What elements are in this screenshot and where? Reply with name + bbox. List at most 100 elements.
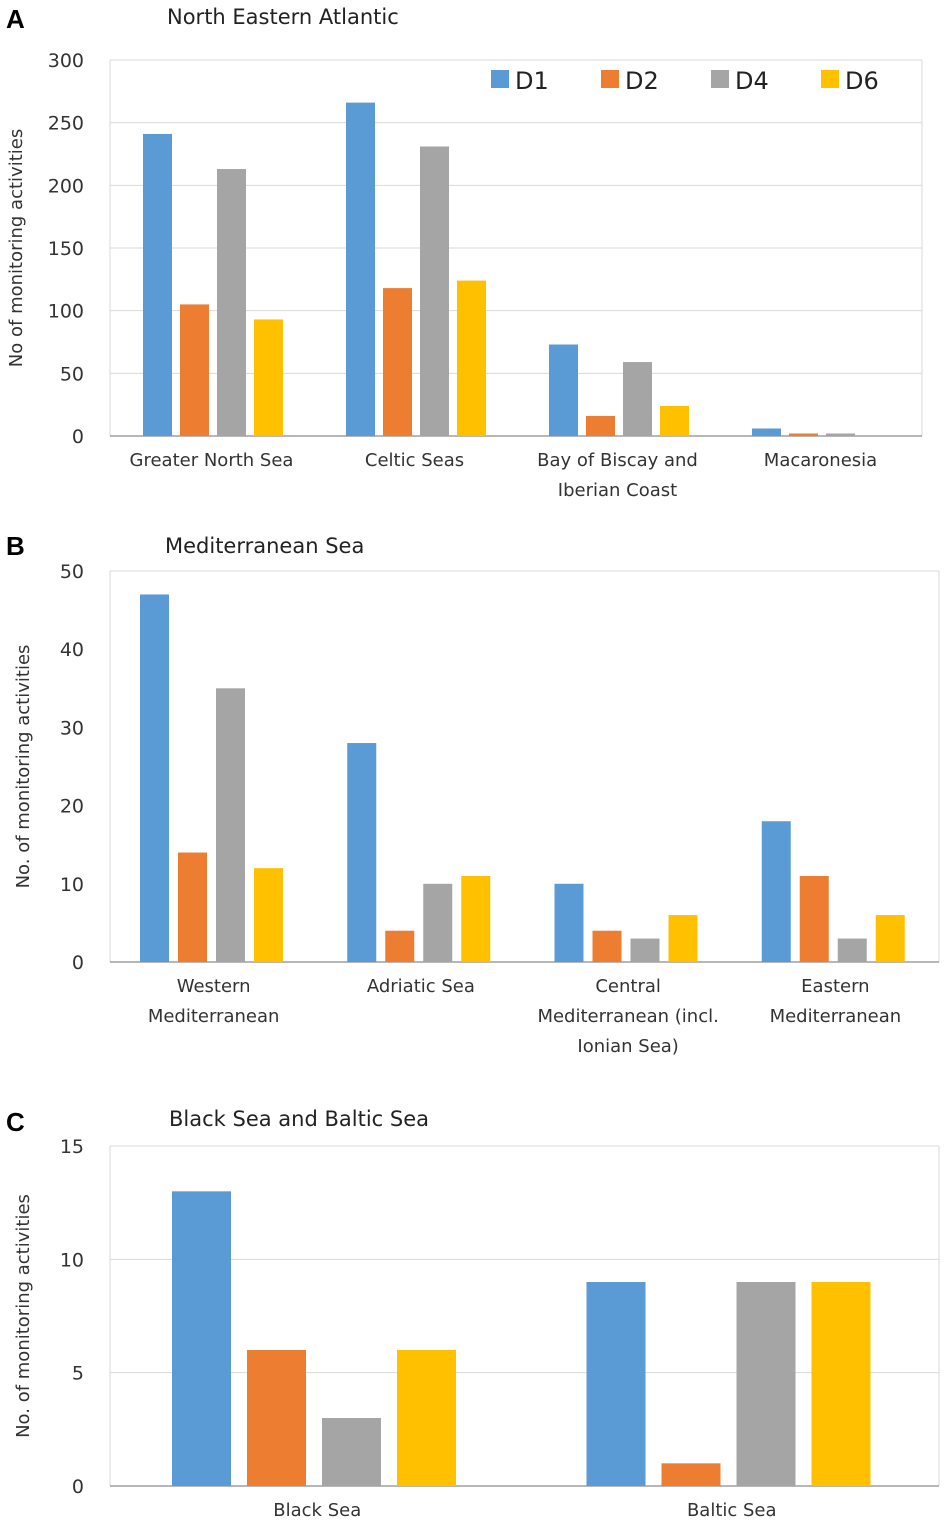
bar-d1 (549, 344, 578, 436)
bar-d4 (420, 146, 449, 437)
category-label: Greater North Sea (130, 450, 294, 471)
bar-d6 (668, 915, 698, 962)
panel-b: B Mediterranean Sea 0 10 20 30 40 50 No. of moni… (6, 531, 940, 1057)
bar-d4 (736, 1282, 796, 1486)
bar-d4 (826, 433, 855, 436)
bar-d6 (254, 319, 283, 436)
category-label-line: Ionian Sea) (577, 1036, 678, 1057)
y-tick-label: 0 (72, 952, 84, 974)
y-tick-label: 15 (60, 1136, 84, 1158)
bar-d6 (875, 915, 905, 962)
y-tick-label: 20 (60, 796, 84, 818)
bar-d4 (623, 362, 652, 436)
bar-d6 (660, 405, 689, 436)
y-tick-label: 50 (60, 363, 84, 385)
y-tick-label: 30 (60, 717, 84, 739)
category-label: Celtic Seas (365, 450, 464, 471)
bar-d2 (592, 930, 622, 962)
bar-d6 (397, 1350, 456, 1486)
panel-c: C Black Sea and Baltic Sea 0 5 10 15 No. of mo… (6, 1107, 940, 1521)
category-label-line: Bay of Biscay and (537, 450, 698, 471)
chart-title: North Eastern Atlantic (167, 5, 399, 29)
category-label: Eastern Mediterranean (770, 976, 902, 1027)
legend-label: D4 (735, 67, 769, 95)
bar-d1 (140, 594, 169, 962)
y-tick-label: 0 (72, 426, 84, 448)
category-label-line: Greater North Sea (130, 450, 294, 471)
panel-letter: C (6, 1107, 25, 1137)
bar-d4 (322, 1418, 381, 1486)
panel-letter: A (6, 4, 25, 34)
legend-label: D2 (625, 67, 659, 95)
y-tick-label: 10 (60, 874, 84, 896)
category-label-line: Celtic Seas (365, 450, 464, 471)
bar-d2 (385, 930, 415, 962)
y-tick-label: 40 (60, 639, 84, 661)
category-label-line: Macaronesia (764, 450, 877, 471)
category-label-line: Iberian Coast (558, 480, 677, 501)
y-axis-label: No. of monitoring activities (13, 1194, 34, 1438)
bar-d1 (172, 1191, 231, 1486)
chart-title: Mediterranean Sea (165, 534, 364, 558)
category-label-line: Eastern (801, 976, 869, 997)
legend-label: D6 (845, 67, 879, 95)
category-label-line: Central (595, 976, 661, 997)
y-tick-label: 100 (48, 301, 84, 323)
y-tick-label: 250 (48, 113, 84, 135)
category-label-line: Adriatic Sea (367, 976, 475, 997)
category-label: Central Mediterranean (incl. Ionian Sea) (537, 976, 718, 1057)
category-label: Western Mediterranean (148, 976, 280, 1027)
legend-swatch-d1 (491, 70, 509, 88)
y-tick-label: 200 (48, 175, 84, 197)
y-tick-label: 50 (60, 561, 84, 583)
y-tick-label: 300 (48, 50, 84, 72)
y-axis-label: No. of monitoring activities (13, 645, 34, 889)
bar-d2 (180, 304, 209, 436)
legend: D1 D2 D4 D6 (491, 67, 879, 95)
bar-d4 (423, 883, 453, 962)
bar-d2 (383, 288, 412, 436)
bar-d1 (586, 1282, 646, 1486)
bar-d1 (554, 883, 584, 962)
bar-d6 (811, 1282, 871, 1486)
legend-swatch-d2 (601, 70, 619, 88)
bar-d1 (752, 428, 781, 436)
bar-d4 (216, 688, 245, 962)
bar-d1 (143, 133, 172, 437)
category-label: Bay of Biscay and Iberian Coast (537, 450, 698, 501)
category-label-line: Mediterranean (770, 1006, 902, 1027)
y-tick-label: 10 (60, 1249, 84, 1271)
bar-d6 (457, 280, 486, 436)
category-label: Black Sea (273, 1500, 361, 1521)
bar-d1 (346, 102, 375, 436)
bar-d1 (761, 821, 791, 962)
y-tick-label: 150 (48, 238, 84, 260)
bar-d4 (630, 938, 660, 962)
legend-label: D1 (515, 67, 549, 95)
bar-d2 (789, 433, 818, 436)
bar-d2 (586, 415, 615, 436)
category-label: Adriatic Sea (367, 976, 475, 997)
y-tick-label: 0 (72, 1476, 84, 1498)
bar-d2 (661, 1463, 721, 1486)
legend-swatch-d6 (821, 70, 839, 88)
y-axis-label: No of monitoring activities (6, 129, 27, 367)
category-label-line: Western (177, 976, 251, 997)
panel-a: A North Eastern Atlantic 0 50 100 150 200 250 30… (6, 4, 923, 501)
legend-swatch-d4 (711, 70, 729, 88)
bar-d4 (837, 938, 867, 962)
bar-d2 (247, 1350, 306, 1486)
category-label-line: Mediterranean (incl. (537, 1006, 718, 1027)
chart-title: Black Sea and Baltic Sea (169, 1107, 429, 1131)
category-label-line: Baltic Sea (687, 1500, 777, 1521)
panel-letter: B (6, 531, 25, 561)
y-tick-label: 5 (72, 1363, 84, 1385)
bar-d4 (217, 169, 246, 437)
bar-d1 (347, 743, 377, 962)
category-label-line: Black Sea (273, 1500, 361, 1521)
bar-d2 (178, 852, 207, 962)
category-label: Baltic Sea (687, 1500, 777, 1521)
category-label: Macaronesia (764, 450, 877, 471)
category-label-line: Mediterranean (148, 1006, 280, 1027)
